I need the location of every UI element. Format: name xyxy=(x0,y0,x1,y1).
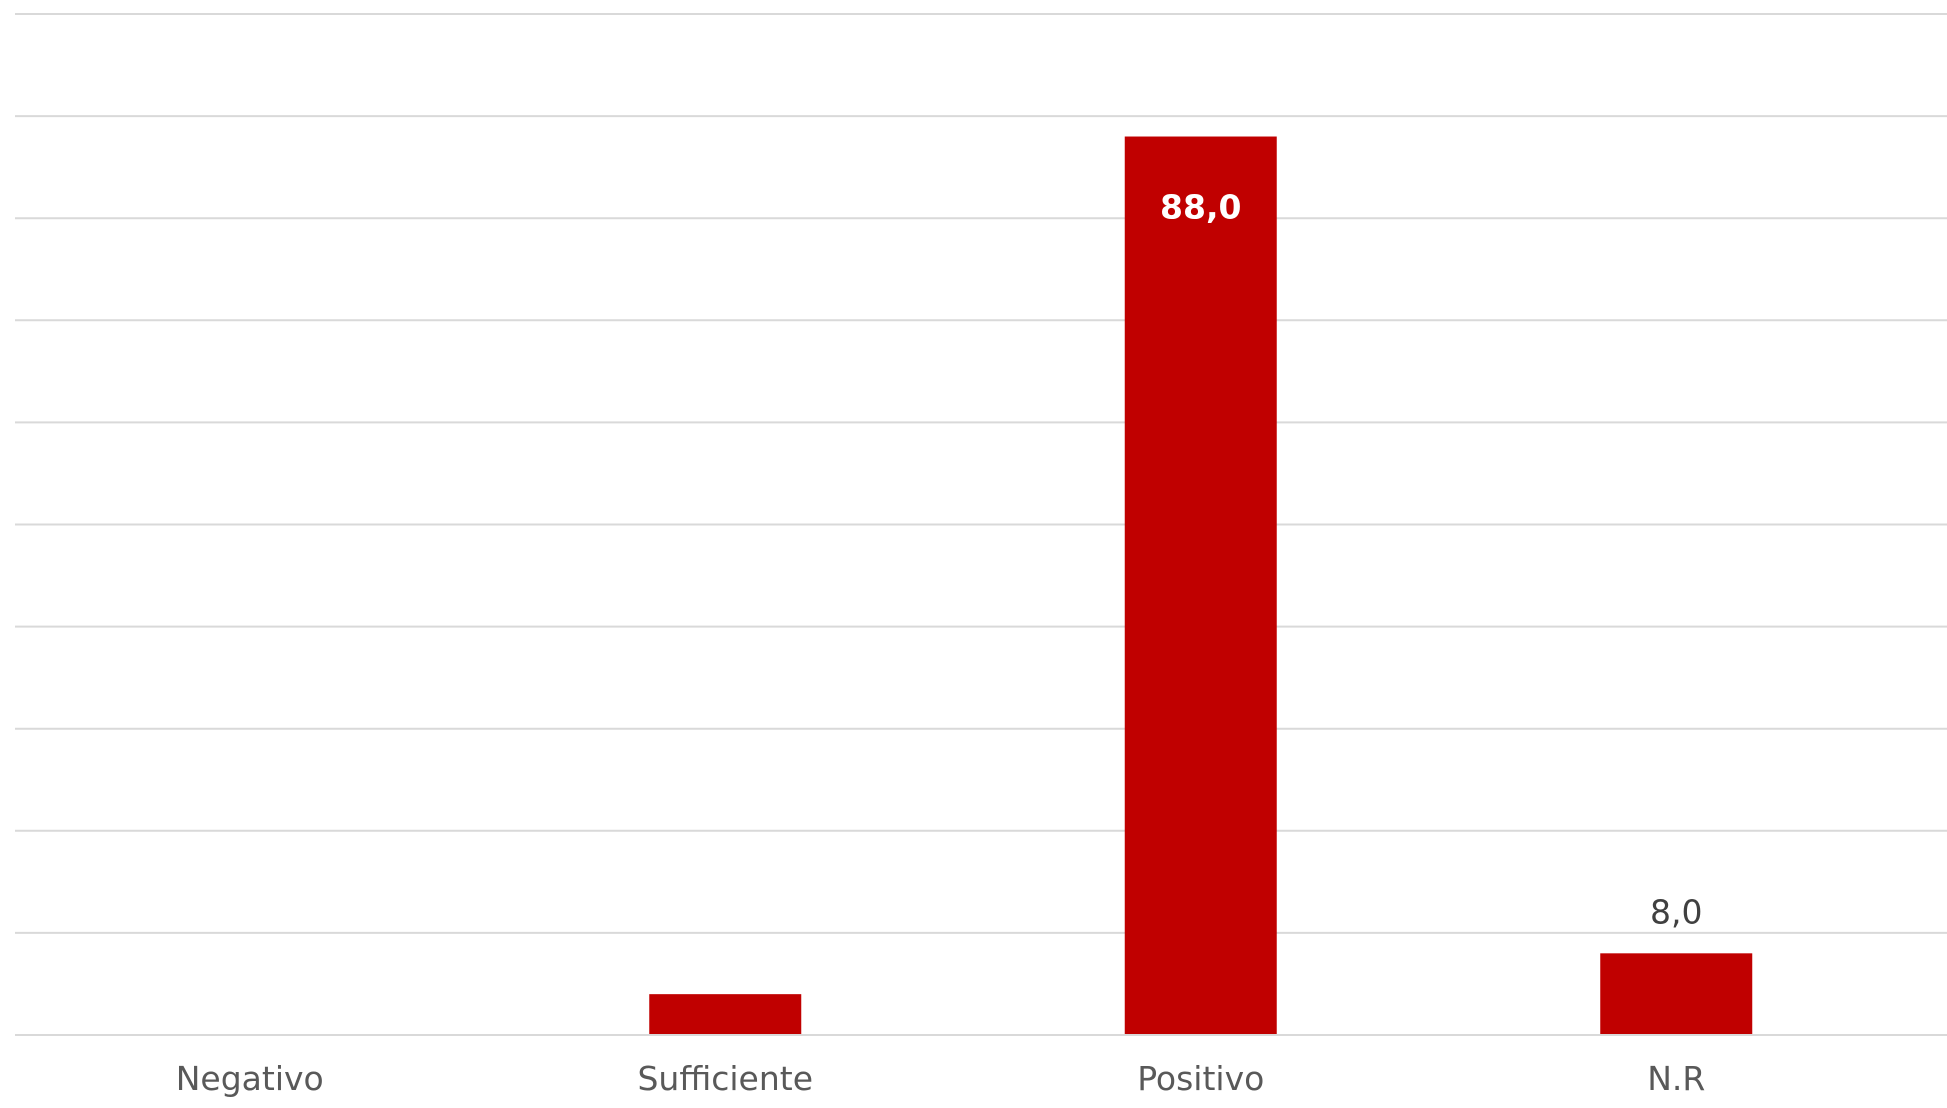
bar-sufficiente xyxy=(649,994,802,1035)
data-labels: 88,0 8,0 xyxy=(1160,188,1702,932)
data-label-positivo: 88,0 xyxy=(1160,188,1241,227)
x-tick-label-n-r: N.R xyxy=(1647,1059,1705,1098)
bar-n-r xyxy=(1600,953,1753,1035)
data-label-n-r: 8,0 xyxy=(1650,892,1702,931)
bars xyxy=(649,136,1753,1035)
x-tick-label-positivo: Positivo xyxy=(1137,1059,1264,1098)
x-axis-tick-labels: Negativo Sufficiente Positivo N.R xyxy=(176,1059,1706,1098)
x-tick-label-sufficiente: Sufficiente xyxy=(637,1059,813,1098)
gridlines xyxy=(15,13,1947,934)
bar-positivo xyxy=(1124,136,1277,1035)
x-tick-label-negativo: Negativo xyxy=(176,1059,324,1098)
